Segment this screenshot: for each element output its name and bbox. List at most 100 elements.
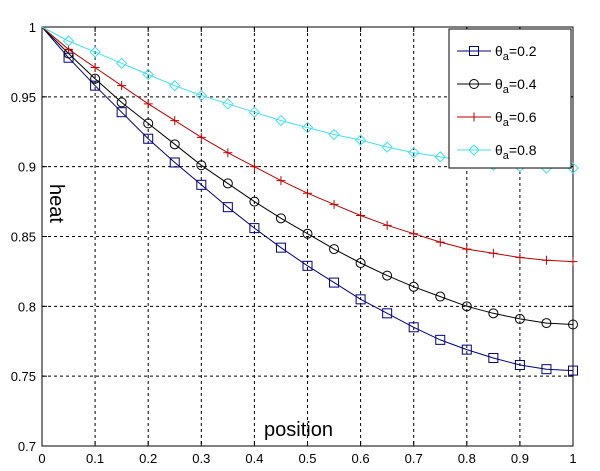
x-tick-label: 0.5 — [298, 451, 316, 466]
data-point — [143, 99, 153, 109]
y-tick-label: 0.8 — [18, 299, 36, 314]
data-point — [196, 160, 207, 171]
data-point — [409, 229, 419, 239]
data-point — [196, 132, 206, 142]
data-point — [223, 148, 233, 158]
x-tick-label: 0.9 — [511, 451, 529, 466]
data-point — [515, 252, 525, 262]
data-point — [356, 211, 366, 221]
data-point — [143, 133, 154, 144]
legend-marker — [469, 46, 479, 56]
data-point — [461, 344, 472, 355]
data-point — [329, 244, 340, 255]
x-tick-label: 0.1 — [86, 451, 104, 466]
data-point — [435, 334, 446, 345]
grid-lines — [42, 27, 573, 446]
data-point — [90, 80, 101, 91]
data-point — [541, 364, 552, 375]
data-point — [90, 73, 101, 84]
data-point — [541, 255, 551, 265]
data-point — [435, 291, 446, 302]
legend-item: θa=0.2 — [457, 43, 537, 63]
x-tick-label: 0 — [38, 451, 45, 466]
data-point — [462, 244, 472, 254]
x-tick-label: 0.8 — [458, 451, 476, 466]
data-point — [302, 228, 313, 239]
data-point — [329, 199, 339, 209]
data-point — [355, 294, 366, 305]
data-point — [143, 118, 154, 129]
legend: θa=0.2 θa=0.4 θa=0.6 θa=0.8 — [448, 28, 572, 169]
legend-marker — [468, 144, 480, 156]
data-point — [514, 313, 525, 324]
series-group — [41, 26, 579, 376]
legend-marker — [469, 112, 479, 122]
y-tick-label: 1 — [29, 20, 36, 35]
data-point — [249, 196, 260, 207]
axis-ticks: 0 0.1 0.2 0.3 0.4 0.5 0.6 0.7 0.8 0.9 1 0.7 0.75 0.8 0… — [11, 20, 577, 466]
series-1 — [41, 26, 578, 376]
data-point — [169, 79, 181, 92]
data-point — [329, 277, 340, 288]
legend-marker — [469, 79, 479, 89]
data-point — [117, 81, 127, 91]
data-point — [196, 179, 207, 190]
data-point — [248, 106, 261, 118]
y-tick-label: 0.75 — [11, 369, 36, 384]
data-point — [541, 318, 552, 329]
data-point — [142, 68, 154, 81]
data-point — [222, 202, 233, 213]
data-point — [354, 134, 367, 146]
data-point — [170, 116, 180, 126]
data-point — [249, 162, 259, 172]
data-point — [169, 139, 180, 150]
data-point — [434, 151, 446, 163]
y-axis-label: heat — [45, 184, 67, 223]
series-3 — [41, 26, 578, 267]
legend-item: θa=0.6 — [457, 109, 537, 129]
data-point — [568, 365, 578, 376]
x-tick-label: 1 — [569, 451, 576, 466]
data-point — [62, 35, 75, 47]
x-tick-label: 0.3 — [192, 451, 210, 466]
data-point — [488, 248, 498, 258]
data-point — [488, 353, 499, 364]
x-tick-label: 0.4 — [245, 451, 263, 466]
data-point — [222, 98, 234, 110]
series-line — [41, 26, 574, 372]
data-point — [568, 257, 578, 267]
legend-label: θa=0.8 — [495, 142, 537, 162]
y-tick-label: 0.95 — [11, 90, 36, 105]
data-point — [195, 89, 208, 102]
data-point — [461, 301, 472, 312]
data-point — [90, 63, 100, 73]
legend-item: θa=0.4 — [457, 76, 537, 96]
x-tick-label: 0.6 — [352, 451, 370, 466]
series-line — [41, 26, 574, 325]
data-point — [169, 157, 180, 168]
data-point — [355, 258, 366, 269]
data-point — [275, 114, 287, 127]
data-point — [249, 223, 260, 234]
data-point — [408, 322, 419, 333]
data-point — [382, 270, 393, 281]
data-point — [435, 237, 445, 247]
x-tick-label: 0.2 — [139, 451, 157, 466]
data-point — [488, 308, 499, 319]
data-point — [275, 242, 286, 253]
data-point — [381, 141, 393, 153]
y-tick-label: 0.7 — [18, 439, 36, 454]
data-point — [89, 46, 101, 58]
data-point — [116, 107, 127, 118]
data-point — [382, 220, 392, 230]
series-2 — [41, 26, 578, 330]
data-point — [408, 281, 419, 292]
data-point — [514, 359, 525, 370]
legend-item: θa=0.8 — [457, 142, 537, 162]
x-tick-label: 0.7 — [405, 451, 423, 466]
data-point — [301, 121, 314, 134]
data-point — [275, 213, 286, 224]
data-point — [302, 260, 313, 271]
y-tick-label: 0.85 — [11, 230, 36, 245]
